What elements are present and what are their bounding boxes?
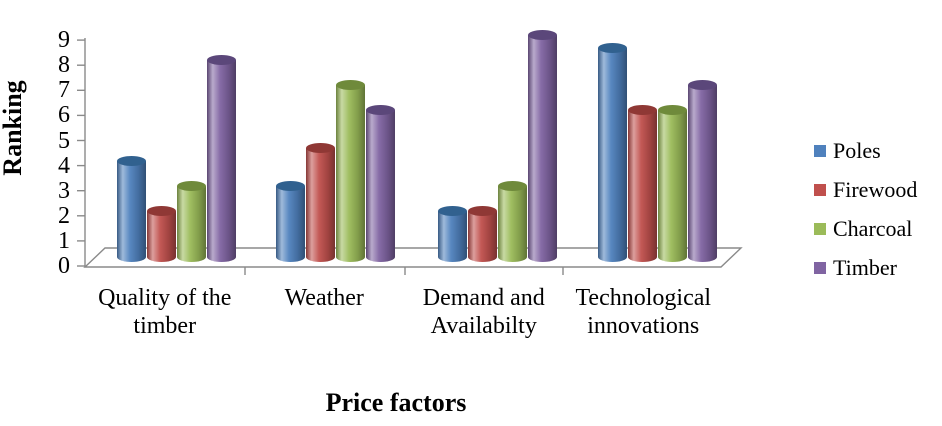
category-label: Technological innovations: [575, 285, 712, 339]
bar-cylinder: [147, 205, 176, 262]
y-tick-label: 9: [58, 27, 70, 54]
bar-cylinder-top: [688, 80, 717, 91]
bar-cylinder-body: [498, 185, 527, 262]
bar-cylinder-body: [366, 110, 395, 262]
bar-cylinder: [498, 180, 527, 262]
legend-label: Firewood: [833, 176, 918, 202]
bar-cylinder: [336, 80, 365, 262]
y-tick-label: 0: [58, 253, 70, 279]
bar-cylinder-body: [306, 148, 335, 262]
bar-cylinder-body: [468, 210, 497, 262]
bar-cylinder: [528, 30, 557, 262]
y-tick-label: 2: [58, 202, 70, 229]
legend-swatch: [814, 144, 826, 157]
legend-swatch: [814, 222, 826, 235]
bar-cylinder-body: [628, 110, 657, 262]
legend-label: Charcoal: [833, 215, 913, 241]
y-tick-label: 8: [58, 52, 70, 79]
category-label: Quality of the timber: [98, 285, 232, 339]
legend: Poles Firewood Charcoal Timber: [814, 131, 917, 287]
y-tick-label: 3: [58, 177, 70, 204]
bar-cylinder-body: [207, 60, 236, 262]
bar-cylinder-top: [438, 205, 467, 216]
category-label: Demand and Availabilty: [422, 285, 545, 339]
bar-cylinder-body: [528, 35, 557, 262]
category-label: Weather: [284, 285, 364, 311]
bar-cylinder-top: [498, 180, 527, 191]
legend-item: Poles: [814, 131, 917, 170]
bar-cylinder: [628, 105, 657, 262]
legend-swatch: [814, 183, 826, 196]
bar-cylinder-body: [688, 85, 717, 262]
x-axis-title: Price factors: [325, 388, 467, 417]
bar-cylinder: [688, 80, 717, 262]
bar-cylinder-top: [528, 30, 557, 41]
bar-cylinder: [658, 105, 687, 262]
legend-label: Timber: [833, 254, 897, 280]
legend-item: Firewood: [814, 170, 917, 209]
bar-cylinder-top: [306, 143, 335, 154]
bar-cylinder-body: [177, 185, 206, 262]
bar-cylinder-top: [117, 155, 146, 166]
bar-cylinder-top: [628, 105, 657, 116]
legend-item: Charcoal: [814, 209, 917, 248]
y-tick-label: 1: [58, 227, 70, 254]
y-tick-label: 7: [58, 77, 70, 104]
bar-cylinder-body: [117, 160, 146, 262]
legend-swatch: [814, 261, 826, 274]
bar-cylinder: [598, 42, 627, 262]
y-axis-title: Ranking: [0, 80, 27, 176]
bar-cylinder-body: [336, 85, 365, 262]
bar-cylinder-top: [468, 205, 497, 216]
bar-cylinder-top: [147, 205, 176, 216]
bar-cylinder-top: [276, 180, 305, 191]
x-axis-category-labels: Quality of the timber Weather Demand and A…: [85, 284, 723, 340]
y-tick-label: 6: [58, 102, 70, 129]
bar-cylinder-body: [438, 210, 467, 262]
bar-cylinder: [207, 55, 236, 262]
bar-cylinder-top: [207, 55, 236, 66]
bar-cylinder: [276, 180, 305, 262]
bar-cylinder-top: [658, 105, 687, 116]
bar-cylinder-top: [336, 80, 365, 91]
bar-cylinder: [468, 205, 497, 262]
legend-label: Poles: [833, 137, 881, 163]
bar-cylinder-body: [658, 110, 687, 262]
y-tick-label: 5: [58, 127, 70, 154]
y-tick-label: 4: [58, 152, 70, 179]
bar-cylinder: [177, 180, 206, 262]
bar-cylinder: [366, 105, 395, 262]
bar-cylinder-top: [177, 180, 206, 191]
bar-cylinder-body: [147, 210, 176, 262]
bar-cylinder: [117, 155, 146, 262]
bar-cylinder-body: [598, 47, 627, 262]
bar-cylinder-body: [276, 185, 305, 262]
bar-cylinder-top: [366, 105, 395, 116]
bar-cylinder: [306, 143, 335, 262]
legend-item: Timber: [814, 248, 917, 287]
bar-cylinder: [438, 205, 467, 262]
bar-cylinder-top: [598, 42, 627, 53]
